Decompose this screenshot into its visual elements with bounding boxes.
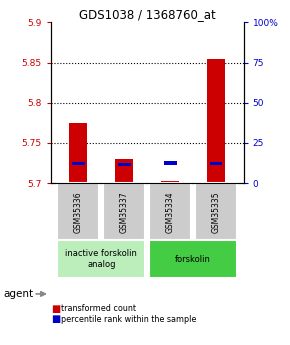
Bar [118,163,130,166]
Text: GSM35335: GSM35335 [211,191,221,233]
Bar [57,240,145,278]
Text: GSM35334: GSM35334 [166,191,175,233]
Title: GDS1038 / 1368760_at: GDS1038 / 1368760_at [79,8,215,21]
Bar [115,159,133,183]
Text: percentile rank within the sample: percentile rank within the sample [61,315,196,324]
Bar [72,162,85,165]
Bar [161,181,179,183]
Text: GSM35337: GSM35337 [120,191,129,233]
Text: ■: ■ [51,304,60,314]
Text: ■: ■ [51,314,60,324]
Bar [149,240,237,278]
Text: transformed count: transformed count [61,304,136,313]
Bar [103,183,145,240]
Text: agent: agent [3,289,33,299]
Bar [69,123,88,183]
Text: GSM35336: GSM35336 [74,191,83,233]
Text: inactive forskolin
analog: inactive forskolin analog [65,249,137,269]
Text: forskolin: forskolin [175,255,211,264]
Bar [195,183,237,240]
Bar [149,183,191,240]
Bar [210,162,222,165]
Bar [207,59,225,183]
Bar [164,161,177,165]
Bar [57,183,99,240]
